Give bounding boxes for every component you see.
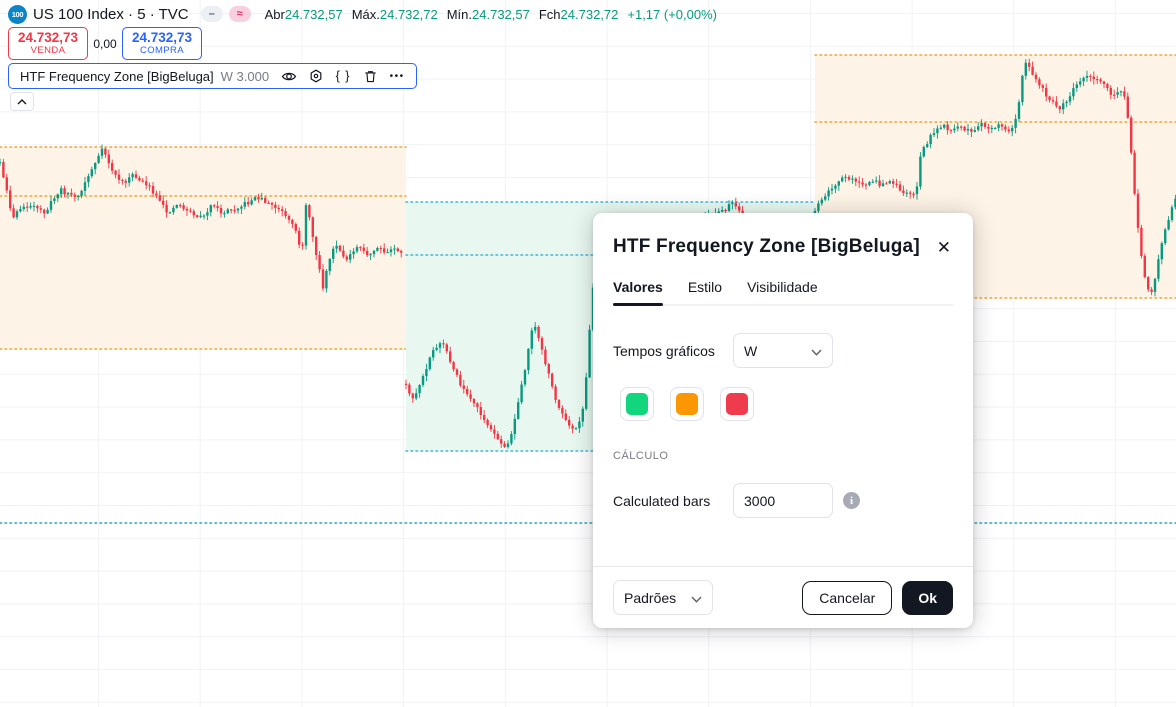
buy-label: COMPRA	[139, 44, 185, 56]
hide-indicator-button[interactable]: –	[200, 6, 223, 22]
indicator-actions: { } •••	[281, 68, 405, 84]
settings-icon[interactable]	[308, 68, 324, 84]
ok-button[interactable]: Ok	[902, 580, 953, 615]
trade-panel: 24.732,73 VENDA 0,00 24.732,73 COMPRA	[8, 27, 202, 60]
dialog-tabs: Valores Estilo Visibilidade	[613, 279, 953, 306]
presets-select[interactable]: Padrões	[613, 580, 713, 615]
timeframe-label: Tempos gráficos	[613, 342, 715, 359]
dialog-footer: Padrões Cancelar Ok	[593, 566, 973, 628]
presets-value: Padrões	[624, 589, 677, 606]
high-label: Máx.	[351, 6, 380, 22]
close-value: 24.732,72	[560, 6, 619, 22]
more-icon[interactable]: •••	[389, 70, 405, 82]
dialog-header: HTF Frequency Zone [BigBeluga] ✕	[593, 213, 973, 258]
color-swatch-green[interactable]	[620, 387, 654, 421]
timeframe-select[interactable]: W	[733, 333, 833, 368]
chevron-down-icon	[811, 343, 822, 359]
cancel-button[interactable]: Cancelar	[802, 580, 893, 615]
close-label: Fch	[538, 6, 561, 22]
color-swatch-orange[interactable]	[670, 387, 704, 421]
dialog-title: HTF Frequency Zone [BigBeluga]	[613, 236, 920, 257]
htf-zone-1	[0, 147, 406, 349]
ohlc-values: Abr 24.732,57 Máx. 24.732,72 Mín. 24.732,57…	[265, 7, 717, 22]
change-value: +1,17 (+0,00%)	[627, 6, 717, 22]
high-value: 24.732,72	[379, 6, 438, 22]
timeframe-field: Tempos gráficos W	[613, 333, 953, 368]
chevron-up-icon	[17, 98, 27, 104]
tab-visibilidade[interactable]: Visibilidade	[747, 279, 818, 295]
symbol-header: 100 US 100 Index · 5 · TVC – ≈ Abr 24.732…	[8, 4, 717, 24]
info-icon: i	[843, 492, 860, 509]
color-swatch-red[interactable]	[720, 387, 754, 421]
indicator-legend[interactable]: HTF Frequency Zone [BigBeluga] W 3.000 {…	[8, 63, 418, 89]
source-code-icon[interactable]: { }	[335, 69, 351, 83]
zone-color-swatches	[620, 387, 953, 421]
orange-color	[676, 393, 698, 415]
delete-icon[interactable]	[362, 68, 378, 84]
timeframe-value: W	[744, 342, 758, 359]
calc-section-label: CÁLCULO	[613, 450, 669, 462]
tab-estilo[interactable]: Estilo	[687, 279, 723, 295]
indicator-settings-dialog: HTF Frequency Zone [BigBeluga] ✕ Valores…	[593, 213, 973, 628]
calculated-bars-label: Calculated bars	[613, 492, 711, 509]
open-value: 24.732,57	[284, 6, 343, 22]
sell-label: VENDA	[30, 44, 66, 56]
sell-button[interactable]: 24.732,73 VENDA	[8, 27, 88, 60]
open-label: Abr	[264, 6, 285, 22]
calculated-bars-field: Calculated bars i	[613, 483, 953, 518]
eye-icon[interactable]	[281, 68, 297, 84]
chevron-down-icon	[691, 590, 702, 606]
sell-price: 24.732,73	[17, 30, 79, 46]
red-color	[726, 393, 748, 415]
low-label: Mín.	[446, 6, 473, 22]
collapse-legend-button[interactable]	[10, 92, 34, 111]
buy-button[interactable]: 24.732,73 COMPRA	[122, 27, 202, 60]
dialog-body: Tempos gráficos W CÁLCULO Calculated bar…	[593, 306, 973, 566]
spread-value: 0,00	[93, 36, 117, 51]
indicator-params: W 3.000	[220, 68, 270, 84]
calculated-bars-input[interactable]	[733, 483, 833, 518]
symbol-logo: 100	[8, 4, 27, 24]
green-color	[626, 393, 648, 415]
buy-price: 24.732,73	[131, 30, 193, 46]
indicator-name: HTF Frequency Zone [BigBeluga]	[20, 68, 214, 84]
close-icon[interactable]: ✕	[936, 237, 951, 257]
symbol-title[interactable]: US 100 Index · 5 · TVC	[33, 5, 189, 23]
wave-toggle-button[interactable]: ≈	[228, 6, 251, 22]
low-value: 24.732,57	[472, 6, 530, 22]
tab-valores[interactable]: Valores	[613, 279, 663, 306]
